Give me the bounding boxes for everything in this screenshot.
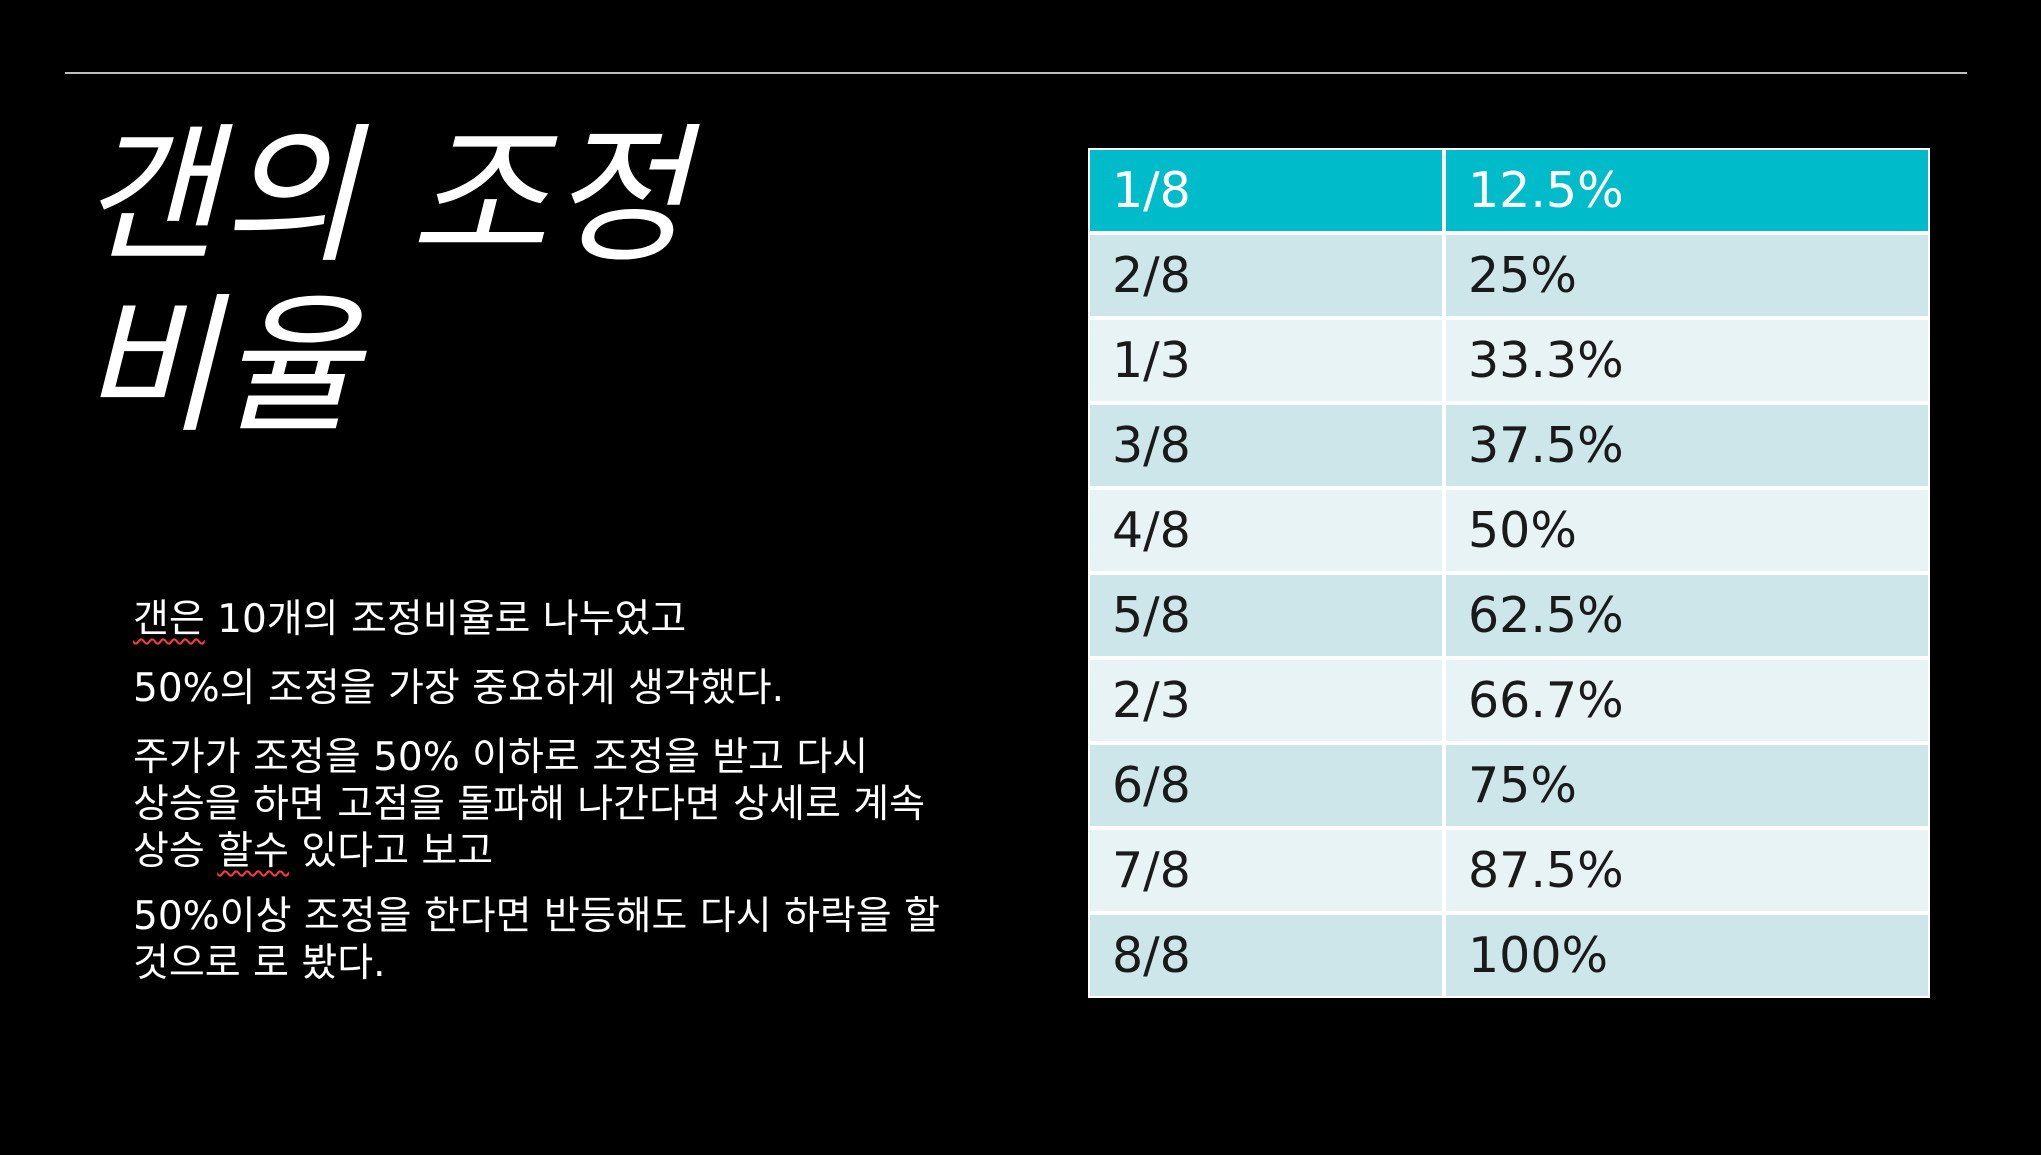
spellcheck-word: 할수 (217, 829, 289, 874)
title-line-1: 갠의 조정 (80, 110, 690, 284)
percent-cell[interactable]: 87.5% (1444, 826, 1929, 913)
spellcheck-word: 갠은 (133, 597, 205, 642)
percent-cell[interactable]: 75% (1444, 741, 1929, 828)
percent-cell[interactable]: 50% (1444, 486, 1929, 573)
paragraph-4: 50%이상 조정을 한다면 반등해도 다시 하락을 할 것으로 로 봤다. (133, 894, 940, 986)
table-row: 5/8 62.5% (1089, 571, 1929, 658)
percent-cell[interactable]: 62.5% (1444, 571, 1929, 658)
table-row: 7/8 87.5% (1089, 826, 1929, 913)
table-row: 1/3 33.3% (1089, 316, 1929, 403)
fraction-cell[interactable]: 2/3 (1089, 656, 1446, 743)
paragraph-3-line-3-prefix: 상승 (133, 829, 218, 874)
table-row: 2/8 25% (1089, 231, 1929, 318)
percent-cell[interactable]: 12.5% (1444, 149, 1929, 233)
paragraph-3-line-3-suffix: 있다고 보고 (288, 829, 494, 874)
ratio-table[interactable]: 1/8 12.5% 2/8 25% 1/3 33.3% 3/8 37.5% 4/… (1088, 148, 1930, 998)
percent-cell[interactable]: 33.3% (1444, 316, 1929, 403)
table-row: 8/8 100% (1089, 911, 1929, 997)
percent-cell[interactable]: 100% (1444, 911, 1929, 997)
fraction-cell[interactable]: 1/8 (1089, 149, 1446, 233)
fraction-cell[interactable]: 7/8 (1089, 826, 1446, 913)
table-row: 4/8 50% (1089, 486, 1929, 573)
fraction-cell[interactable]: 8/8 (1089, 911, 1446, 997)
title-line-2: 비율 (80, 280, 361, 454)
fraction-cell[interactable]: 2/8 (1089, 231, 1446, 318)
fraction-cell[interactable]: 3/8 (1089, 401, 1446, 488)
fraction-cell[interactable]: 1/3 (1089, 316, 1446, 403)
percent-cell[interactable]: 25% (1444, 231, 1929, 318)
table-row: 3/8 37.5% (1089, 401, 1929, 488)
percent-cell[interactable]: 66.7% (1444, 656, 1929, 743)
fraction-cell[interactable]: 5/8 (1089, 571, 1446, 658)
fraction-cell[interactable]: 4/8 (1089, 486, 1446, 573)
table-row: 6/8 75% (1089, 741, 1929, 828)
body-text-box[interactable]: 갠은 10개의 조정비율로 나누었고 50%의 조정을 가장 중요하게 생각했다… (133, 596, 973, 1009)
paragraph-3-line-2: 상승을 하면 고점을 돌파해 나간다면 상세로 계속 (133, 782, 925, 827)
paragraph-3: 주가가 조정을 50% 이하로 조정을 받고 다시 상승을 하면 고점을 돌파해 … (133, 734, 973, 875)
table-row: 2/3 66.7% (1089, 656, 1929, 743)
paragraph-1: 갠은 10개의 조정비율로 나누었고 (133, 596, 973, 643)
slide-title[interactable]: 갠의 조정 비율 (80, 112, 980, 452)
paragraph-3-line-1: 주가가 조정을 50% 이하로 조정을 받고 다시 (133, 735, 869, 780)
fraction-cell[interactable]: 6/8 (1089, 741, 1446, 828)
paragraph-1-rest: 10개의 조정비율로 나누었고 (204, 597, 687, 642)
paragraph-2: 50%의 조정을 가장 중요하게 생각했다. (133, 666, 784, 711)
top-divider (65, 72, 1967, 74)
table-row: 1/8 12.5% (1089, 149, 1929, 233)
percent-cell[interactable]: 37.5% (1444, 401, 1929, 488)
